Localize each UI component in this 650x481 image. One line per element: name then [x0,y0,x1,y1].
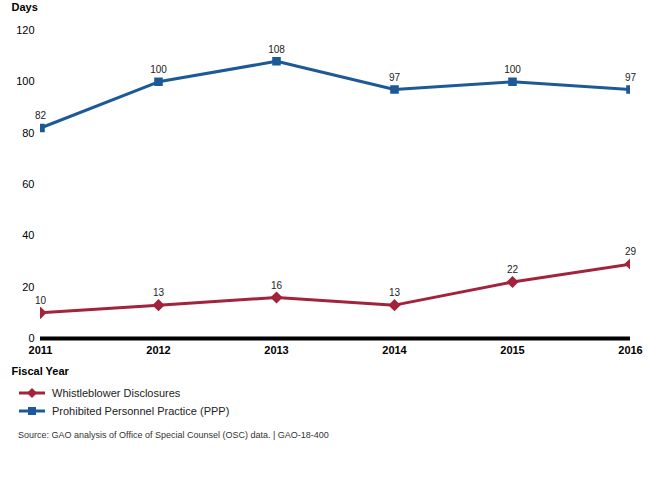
svg-text:40: 40 [22,229,34,241]
svg-text:100: 100 [150,64,167,75]
svg-text:2013: 2013 [264,344,288,356]
svg-text:10: 10 [35,295,47,306]
svg-text:80: 80 [22,127,34,139]
svg-text:0: 0 [28,332,34,344]
svg-text:82: 82 [35,110,47,121]
svg-text:Days: Days [12,1,38,13]
svg-text:97: 97 [625,72,637,83]
svg-text:2015: 2015 [500,344,524,356]
svg-text:2014: 2014 [382,344,407,356]
svg-text:108: 108 [268,44,285,55]
svg-text:22: 22 [507,264,519,275]
svg-text:2011: 2011 [29,344,53,356]
svg-text:29: 29 [625,246,637,257]
svg-text:13: 13 [389,287,401,298]
html-text:Source: GAO analysis of Office: Source: GAO analysis of Office of Specia… [18,430,329,440]
svg-text:16: 16 [271,280,283,291]
html-text:Prohibited Personnel Practice: Prohibited Personnel Practice (PPP) [52,405,230,417]
svg-text:13: 13 [153,287,165,298]
html-text:Whistleblower Disclosures: Whistleblower Disclosures [52,387,181,399]
svg-text:100: 100 [16,75,34,87]
svg-text:60: 60 [22,178,34,190]
svg-text:2016: 2016 [618,344,642,356]
svg-text:97: 97 [389,72,401,83]
svg-text:Fiscal Year: Fiscal Year [12,365,70,377]
svg-text:20: 20 [22,281,34,293]
svg-text:120: 120 [16,24,34,36]
svg-text:2012: 2012 [146,344,170,356]
svg-text:100: 100 [504,64,521,75]
